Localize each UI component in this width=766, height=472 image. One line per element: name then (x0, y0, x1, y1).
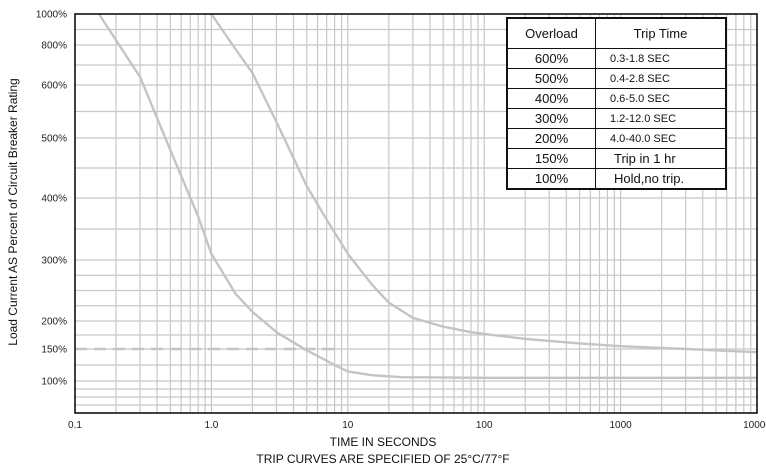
x-tick-label: 10 (342, 420, 354, 431)
trip-curve-maximum-trip (210, 13, 758, 354)
trip-time-cell: Trip in 1 hr (595, 148, 727, 169)
y-tick-label: 100% (41, 377, 67, 388)
overload-cell: 500% (506, 68, 596, 89)
x-tick-label: 0.1 (68, 420, 82, 431)
overload-cell: 600% (506, 48, 596, 69)
table-row: 600% 0.3-1.8 SEC (506, 48, 727, 69)
overload-cell: 150% (506, 148, 596, 169)
plot-frame (74, 13, 758, 414)
x-tick-label: 1.0 (204, 420, 218, 431)
trip-time-cell: 1.2-12.0 SEC (595, 108, 727, 129)
y-tick-label: 150% (41, 345, 67, 356)
table-row: 300% 1.2-12.0 SEC (506, 108, 727, 129)
overload-cell: 200% (506, 128, 596, 149)
x-tick-labels: 0.1 1.0 10 100 1000 10000 (68, 420, 766, 431)
overload-cell: 400% (506, 88, 596, 109)
trip-time-cell: Hold,no trip. (595, 168, 727, 190)
y-tick-label: 600% (41, 81, 67, 92)
table-row: 100% Hold,no trip. (506, 168, 727, 190)
y-tick-label: 300% (41, 256, 67, 267)
table-row: 400% 0.6-5.0 SEC (506, 88, 727, 109)
trip-time-cell: 0.3-1.8 SEC (595, 48, 727, 69)
trip-time-cell: 4.0-40.0 SEC (595, 128, 727, 149)
header-overload: Overload (506, 17, 596, 49)
x-tick-label: 10000 (743, 420, 766, 431)
x-axis-label: TIME IN SECONDS (330, 435, 437, 449)
y-tick-label: 500% (41, 134, 67, 145)
y-axis-label: Load Current AS Percent of Circuit Break… (6, 78, 20, 345)
trip-curves (75, 13, 758, 379)
y-tick-label: 400% (41, 194, 67, 205)
x-tick-label: 1000 (609, 420, 632, 431)
y-tick-label: 200% (41, 317, 67, 328)
grid-lines (75, 14, 757, 413)
y-tick-label: 1000% (36, 10, 67, 21)
table-row: 150% Trip in 1 hr (506, 148, 727, 169)
trip-time-cell: 0.6-5.0 SEC (595, 88, 727, 109)
y-tick-labels: 100% 150% 200% 300% 400% 500% 600% 800% 1000% (36, 10, 67, 388)
table-header-row: Overload Trip Time (506, 17, 727, 49)
overload-cell: 100% (506, 168, 596, 190)
trip-time-table: Overload Trip Time 600% 0.3-1.8 SEC 500% 0… (506, 17, 727, 190)
table-row: 200% 4.0-40.0 SEC (506, 128, 727, 149)
chart-caption: TRIP CURVES ARE SPECIFIED OF 25°C/77°F (256, 452, 509, 466)
header-trip-time: Trip Time (595, 17, 727, 49)
trip-curve-minimum-trip (97, 13, 757, 379)
overload-cell: 300% (506, 108, 596, 129)
trip-time-cell: 0.4-2.8 SEC (595, 68, 727, 89)
table-row: 500% 0.4-2.8 SEC (506, 68, 727, 89)
y-tick-label: 800% (41, 41, 67, 52)
x-tick-label: 100 (476, 420, 493, 431)
